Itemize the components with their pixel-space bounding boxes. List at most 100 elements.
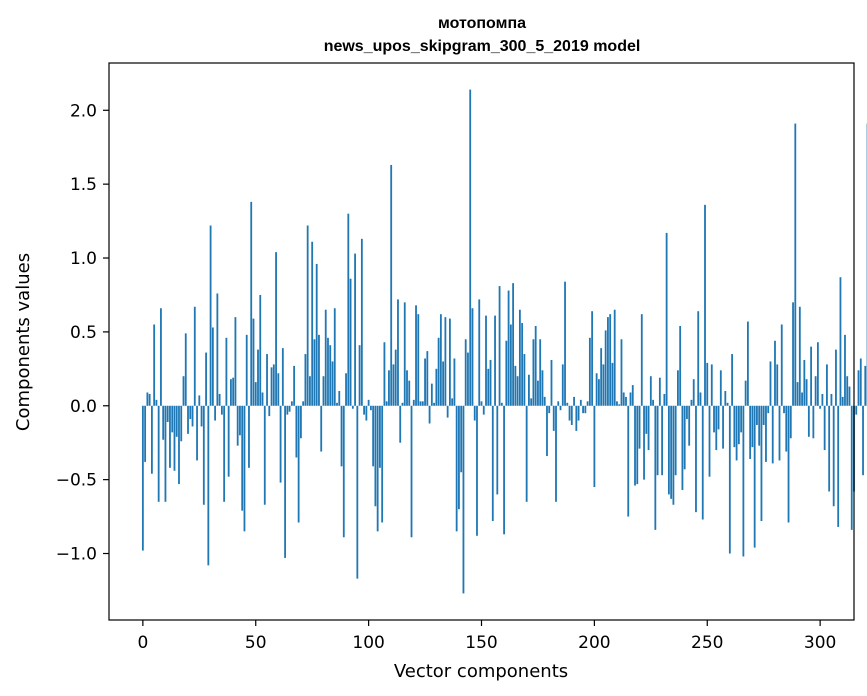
bar: [232, 377, 235, 406]
bar: [695, 405, 697, 513]
bar: [532, 339, 535, 406]
bar: [164, 405, 167, 502]
bar: [166, 405, 169, 423]
bar: [514, 365, 517, 406]
bar: [756, 405, 758, 425]
bar: [218, 393, 221, 406]
bar: [701, 405, 704, 520]
bar: [841, 396, 844, 406]
bar: [816, 342, 819, 406]
y-axis-ticks: −1.0 −0.5 0.0 0.5 1.0 1.5 2.0: [56, 101, 109, 565]
bar: [613, 309, 616, 406]
x-tick-label: 250: [691, 633, 723, 653]
bar: [275, 252, 277, 406]
bar: [390, 164, 393, 406]
bar: [658, 377, 661, 406]
bar: [455, 405, 458, 532]
bar: [175, 405, 178, 437]
bar: [187, 405, 189, 434]
bar: [358, 345, 361, 406]
bar: [618, 404, 621, 406]
bar: [299, 405, 302, 439]
bar: [263, 405, 266, 505]
bar: [473, 405, 476, 421]
bar: [798, 306, 801, 406]
bar: [767, 405, 770, 414]
bar: [162, 405, 165, 440]
bar: [690, 399, 693, 406]
bar: [622, 392, 625, 406]
bar: [315, 263, 318, 406]
bar: [588, 337, 591, 406]
bar: [656, 405, 659, 476]
bar: [735, 405, 738, 461]
bar: [241, 405, 244, 511]
bar: [722, 405, 724, 449]
bar: [726, 402, 729, 406]
bar: [846, 376, 849, 406]
bar: [625, 396, 627, 406]
bar: [351, 405, 354, 409]
bar: [758, 405, 761, 446]
bar: [148, 393, 151, 406]
plot-frame: [108, 62, 855, 621]
y-tick-label: 0.5: [70, 323, 97, 343]
bar: [719, 370, 722, 406]
bar: [347, 213, 350, 406]
bar: [491, 405, 494, 522]
bar: [595, 373, 598, 406]
bar: [446, 405, 449, 418]
bar: [155, 399, 158, 406]
bar: [848, 386, 851, 406]
bar: [600, 348, 603, 406]
bar: [859, 358, 862, 406]
bar: [733, 405, 736, 448]
bar: [261, 392, 264, 406]
bar: [557, 401, 560, 406]
bar: [555, 405, 557, 502]
bar: [548, 405, 551, 414]
bar: [546, 405, 548, 456]
bar: [415, 305, 417, 406]
bar: [584, 405, 587, 414]
bar: [281, 348, 284, 406]
bar: [270, 367, 273, 406]
bar: [322, 376, 325, 406]
bar: [435, 368, 438, 406]
bar: [467, 352, 469, 406]
bar: [173, 405, 176, 471]
bar: [363, 405, 366, 415]
bar: [336, 402, 338, 406]
chart-subtitle: news_upos_skipgram_300_5_2019 model: [324, 38, 641, 55]
bar: [539, 339, 542, 406]
bar: [686, 405, 688, 420]
bar: [654, 405, 657, 530]
bar: [649, 376, 652, 406]
bar: [776, 364, 779, 406]
bar: [672, 405, 675, 505]
bar: [543, 396, 546, 406]
bar: [254, 382, 257, 406]
bar: [324, 309, 327, 406]
bar: [200, 405, 203, 427]
bar: [597, 379, 600, 406]
bar: [796, 382, 799, 406]
bar: [290, 401, 293, 406]
bar: [760, 405, 763, 522]
bar: [313, 339, 316, 406]
bar: [412, 399, 415, 406]
bar: [342, 405, 345, 538]
bar: [360, 238, 363, 406]
bar: [403, 302, 406, 406]
bar: [507, 290, 510, 406]
bar: [214, 405, 217, 421]
bar: [379, 405, 381, 468]
bar: [223, 405, 226, 502]
bar: [318, 334, 320, 406]
bar: [428, 405, 431, 424]
bar: [327, 337, 329, 406]
bar: [198, 395, 201, 406]
bar: [408, 380, 411, 406]
bar: [356, 405, 359, 579]
bar: [433, 402, 435, 406]
